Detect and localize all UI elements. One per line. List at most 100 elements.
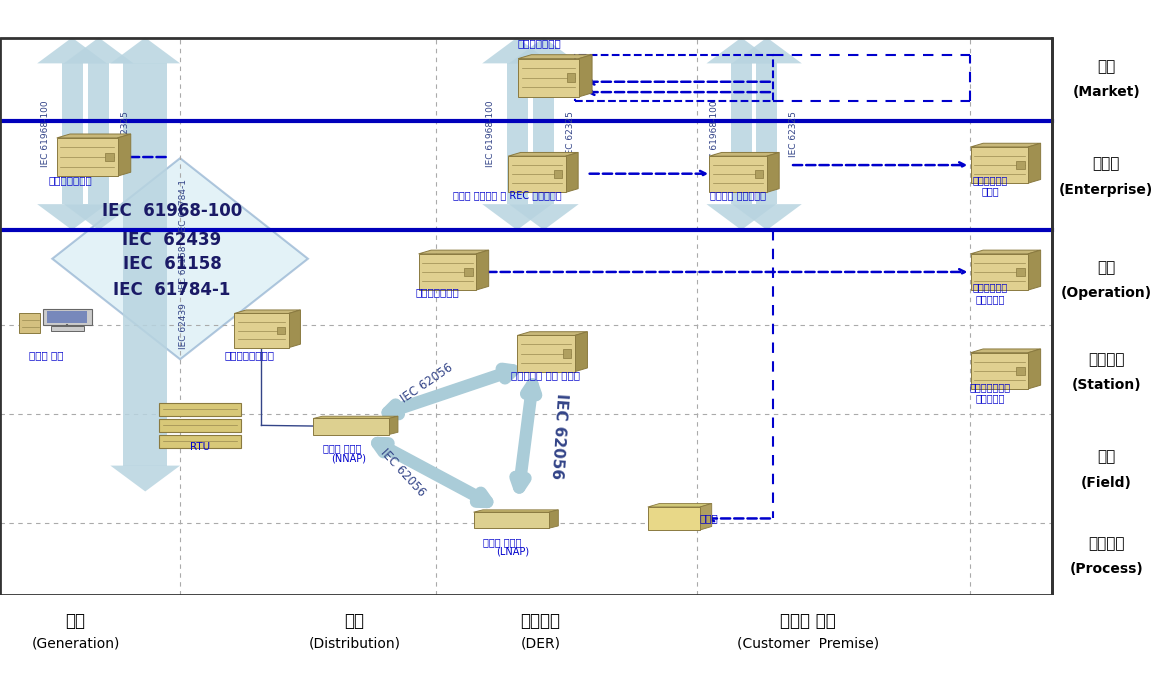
FancyBboxPatch shape [554,170,562,178]
FancyBboxPatch shape [159,403,241,416]
FancyBboxPatch shape [88,64,109,204]
Polygon shape [64,204,134,230]
Text: IEC  61784-1: IEC 61784-1 [113,281,231,299]
Text: (Market): (Market) [1073,85,1140,99]
FancyBboxPatch shape [123,64,167,466]
Text: IEC 62056: IEC 62056 [378,446,429,499]
Polygon shape [476,250,489,290]
Polygon shape [313,418,388,435]
Polygon shape [970,254,1028,290]
Polygon shape [482,38,552,64]
FancyBboxPatch shape [564,349,572,358]
Polygon shape [575,332,588,372]
Polygon shape [110,38,180,64]
Polygon shape [1028,143,1041,183]
Polygon shape [709,156,767,193]
Text: 고객계량데이터
연계시스템: 고객계량데이터 연계시스템 [969,382,1011,404]
FancyBboxPatch shape [755,170,763,178]
Polygon shape [418,254,476,290]
Text: IEC 62325: IEC 62325 [789,111,798,157]
Polygon shape [970,353,1028,389]
Text: IEC  61158: IEC 61158 [123,256,221,274]
FancyBboxPatch shape [106,153,114,162]
Text: IEC 62325: IEC 62325 [121,111,130,157]
Polygon shape [509,204,579,230]
Text: (DER): (DER) [521,637,560,651]
Text: (Distribution): (Distribution) [308,637,401,651]
Text: 전력거래시스템: 전력거래시스템 [517,39,561,48]
Text: RTU: RTU [189,441,210,452]
Polygon shape [709,153,780,156]
Text: 필드: 필드 [1097,450,1116,464]
Polygon shape [117,134,131,176]
Polygon shape [37,38,107,64]
FancyBboxPatch shape [1017,161,1025,169]
Text: IEC 62439    IEC 61158    IEC 61784-1: IEC 62439 IEC 61158 IEC 61784-1 [179,180,188,349]
FancyBboxPatch shape [159,435,241,448]
Polygon shape [508,156,566,193]
Text: IEC 61968-100: IEC 61968-100 [41,101,50,167]
FancyBboxPatch shape [1017,268,1025,276]
Polygon shape [550,510,559,528]
Polygon shape [1028,349,1041,389]
Text: 에너지관리시스템: 에너지관리시스템 [224,349,274,360]
Text: (Process): (Process) [1069,562,1143,576]
Polygon shape [57,138,117,176]
Polygon shape [57,134,131,138]
Polygon shape [418,250,489,254]
Text: IEC 62056: IEC 62056 [399,360,456,405]
Polygon shape [970,349,1041,353]
Polygon shape [1028,250,1041,290]
Polygon shape [700,504,711,530]
Text: 스테이션: 스테이션 [1088,352,1125,367]
Text: 운영: 운영 [1097,260,1116,275]
Text: (Customer  Premise): (Customer Premise) [737,637,878,651]
Text: 계량데이터 수집 시스템: 계량데이터 수집 시스템 [511,370,580,381]
Polygon shape [235,314,288,347]
Text: (Enterprise): (Enterprise) [1059,183,1154,197]
Text: 사업자: 사업자 [1092,156,1120,172]
Text: IEC  62439: IEC 62439 [122,231,222,249]
Polygon shape [970,147,1028,183]
Polygon shape [288,310,301,347]
Polygon shape [579,55,593,97]
Polygon shape [474,512,550,528]
Polygon shape [509,38,579,64]
Text: IEC  61968-100: IEC 61968-100 [102,202,242,220]
FancyBboxPatch shape [465,268,473,276]
Text: 발전거래시스템: 발전거래시스템 [49,175,93,185]
FancyBboxPatch shape [159,419,241,432]
FancyBboxPatch shape [756,64,777,204]
FancyBboxPatch shape [43,309,92,325]
FancyBboxPatch shape [1017,366,1025,375]
Polygon shape [37,204,107,230]
Text: 소비자 구내: 소비자 구내 [780,612,835,630]
Polygon shape [482,204,552,230]
Text: 지역망 접속점: 지역망 접속점 [483,537,522,547]
FancyBboxPatch shape [731,64,752,204]
Text: 발전: 발전 [65,612,86,630]
Polygon shape [517,335,575,372]
Polygon shape [566,153,579,193]
Polygon shape [474,510,559,512]
Text: 이웃망 접속점: 이웃망 접속점 [323,443,361,454]
Text: 배전: 배전 [344,612,365,630]
Polygon shape [388,416,397,435]
Polygon shape [767,153,780,193]
Polygon shape [732,204,802,230]
Text: (Generation): (Generation) [31,637,120,651]
Polygon shape [52,158,308,360]
Text: 계량기: 계량기 [700,514,718,523]
Text: 분산자원: 분산자원 [521,612,560,630]
FancyBboxPatch shape [48,311,87,322]
FancyBboxPatch shape [533,64,554,204]
Text: IEC 62056: IEC 62056 [548,393,568,479]
Text: 소규모 전력중개 및 REC 거래시스템: 소규모 전력중개 및 REC 거래시스템 [453,190,561,200]
FancyBboxPatch shape [19,313,41,333]
Polygon shape [235,310,301,314]
Text: IEC 61968-100: IEC 61968-100 [710,101,719,167]
Text: 발전량 관리: 발전량 관리 [29,349,64,360]
Text: 전력자원보유
관리시스템: 전력자원보유 관리시스템 [973,283,1007,304]
FancyBboxPatch shape [567,74,575,82]
Polygon shape [970,250,1041,254]
